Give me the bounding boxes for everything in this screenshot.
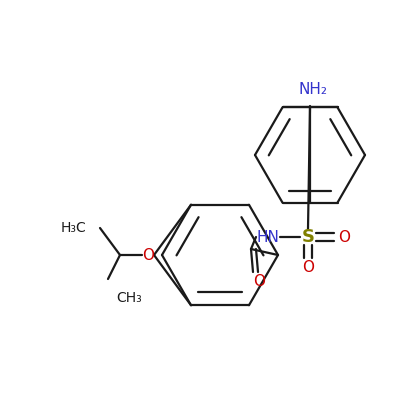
Text: O: O (302, 260, 314, 276)
Text: O: O (253, 274, 265, 290)
Text: NH₂: NH₂ (298, 82, 328, 98)
Text: O: O (142, 248, 154, 262)
Text: CH₃: CH₃ (116, 291, 142, 305)
Text: O: O (338, 230, 350, 244)
Text: HN: HN (256, 230, 280, 244)
Text: S: S (302, 228, 314, 246)
Text: H₃C: H₃C (60, 221, 86, 235)
